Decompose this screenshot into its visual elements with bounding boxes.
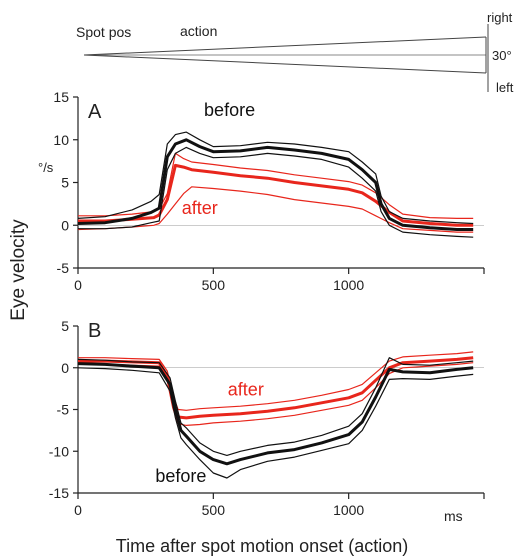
panel-b-before-mean-trace (77, 362, 474, 466)
panel-b-x-tick-label: 500 (202, 502, 226, 518)
panel-a-y-tick-label: 5 (61, 175, 69, 191)
panel-a-y-tick-label: 15 (53, 89, 69, 105)
stimulus-right-label: right (487, 10, 513, 25)
panel-a-before-annotation: before (204, 100, 255, 120)
panel-b-before-annotation: before (155, 466, 206, 486)
panel-a-after-annotation: after (182, 198, 218, 218)
panel-b-x-tick-label: 1000 (333, 502, 364, 518)
panel-b-label: B (88, 320, 101, 342)
stimulus-amplitude-label: 30° (492, 48, 512, 63)
stimulus-left-label: left (496, 80, 514, 95)
panel-a-annotations: before after (182, 100, 255, 218)
stimulus-ramp-left (83, 54, 487, 74)
panel-a-before-lower-trace (78, 146, 474, 238)
panel-a-after-lower-trace (77, 186, 474, 233)
panel-a-x-tick-label: 500 (202, 277, 226, 293)
y-axis-title: Eye velocity (8, 219, 29, 321)
x-unit-label: ms (444, 508, 463, 524)
panel-b-after-upper-trace (78, 351, 474, 411)
panel-b-before-upper-trace (77, 357, 474, 456)
panel-b-y-tick-label: -15 (49, 485, 69, 501)
panel-a-y-tick-label: -5 (57, 260, 70, 276)
velocity-unit-label: °/s (38, 160, 54, 175)
panel-b-y-tick-label: 5 (61, 318, 69, 334)
panel-a-before-upper-trace (77, 131, 474, 225)
panel-b-y-tick-label: -10 (49, 443, 69, 459)
stimulus-label: Spot pos (76, 24, 131, 40)
stimulus-action-label: action (180, 23, 217, 39)
x-axis-title: Time after spot motion onset (action) (116, 536, 408, 556)
panel-a-before-mean-trace (77, 138, 474, 231)
panel-b-after-mean-trace (78, 356, 474, 420)
panel-b: B -15 -10 -5 0 5 0 500 1000 after before ms (49, 318, 485, 524)
panel-a-traces (77, 131, 474, 238)
panel-b-y-tick-label: 0 (61, 360, 69, 376)
stimulus-ramp-right (83, 36, 487, 56)
panel-b-y-tick-label: -5 (57, 402, 70, 418)
panel-a-x-tick-label: 0 (74, 277, 82, 293)
panel-a-after-upper-trace (78, 152, 474, 219)
panel-a-after-mean-trace (78, 163, 474, 227)
panel-b-x-tick-label: 0 (74, 502, 82, 518)
panel-b-axes: -15 -10 -5 0 5 0 500 1000 (49, 318, 485, 518)
stimulus-trace: Spot pos action right 30° left (76, 10, 514, 95)
panel-b-annotations: after before (155, 379, 263, 486)
panel-a-y-tick-label: 0 (61, 217, 69, 233)
panel-b-before-lower-trace (77, 367, 474, 479)
panel-b-traces (77, 351, 474, 479)
panel-b-after-annotation: after (228, 379, 264, 399)
panel-a-label: A (88, 101, 102, 123)
panel-a-x-tick-label: 1000 (333, 277, 364, 293)
panel-a-y-tick-label: 10 (53, 132, 69, 148)
